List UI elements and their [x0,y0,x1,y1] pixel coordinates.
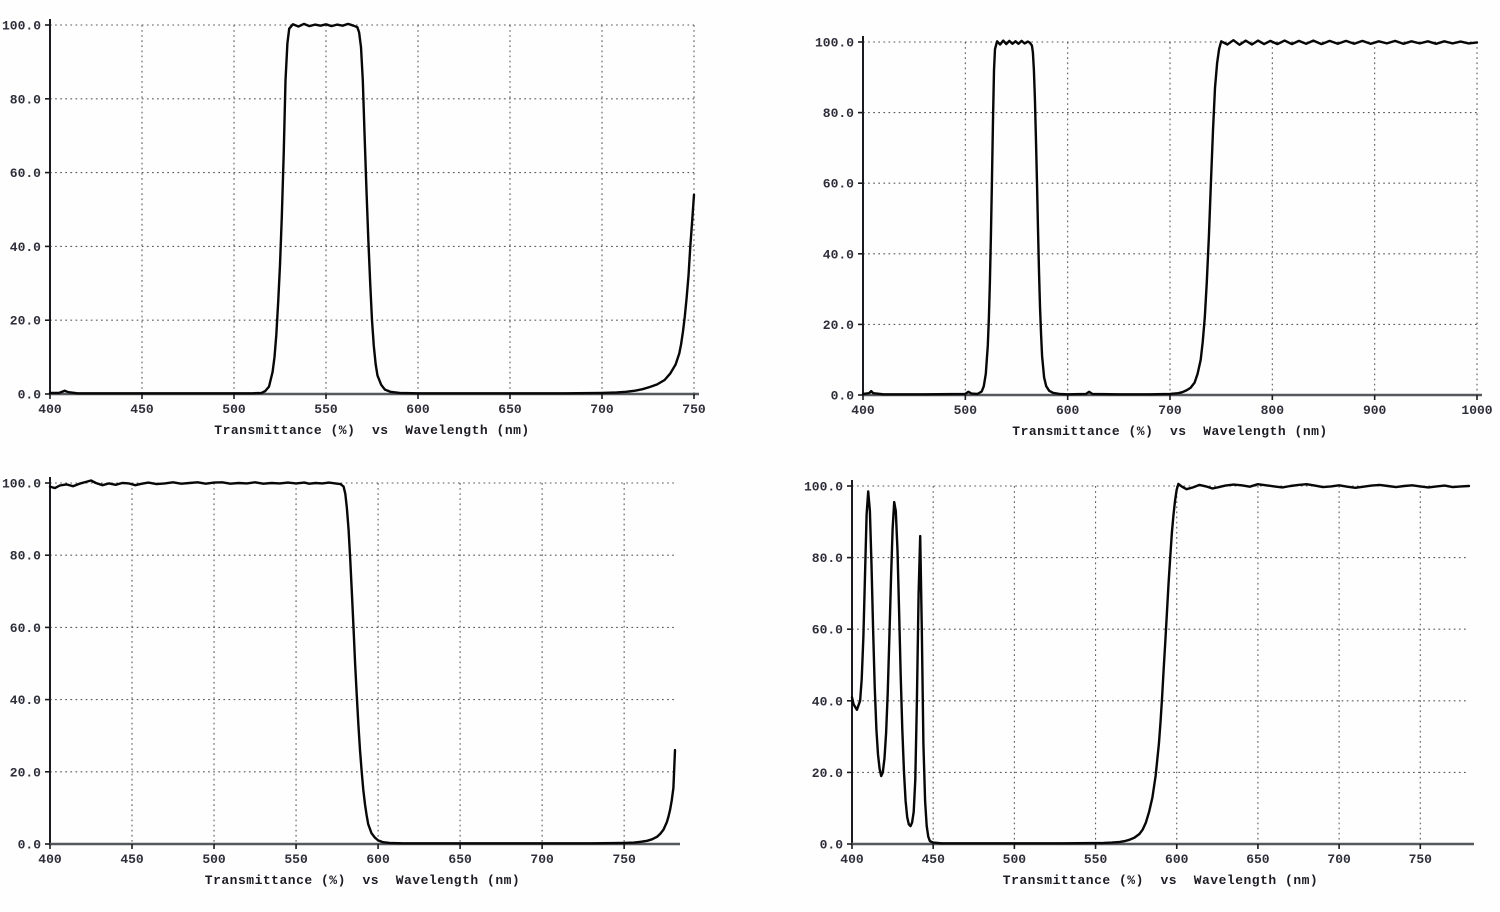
y-tick-label: 60.0 [10,166,41,181]
tick-labels: 0.0 20.0 40.0 60.0 80.0 100.0 400 450 500 550 600 6… [2,19,706,418]
gridlines [50,24,695,394]
x-tick-label: 600 [1165,852,1189,867]
y-tick-label: 60.0 [823,177,854,192]
transmittance-curve [850,482,1471,845]
y-tick-label: 60.0 [10,621,41,636]
x-tick-label: 600 [1056,403,1080,418]
tick-labels: 0.0 20.0 40.0 60.0 80.0 100.0 400 450 500 550 600 6… [2,477,636,868]
x-tick-label: 700 [1158,403,1182,418]
x-tick-label: 900 [1363,403,1387,418]
y-tick-label: 0.0 [831,389,855,404]
x-tick-label: 700 [530,852,554,867]
x-tick-label: 1000 [1461,403,1492,418]
axes [45,19,699,399]
tick-labels: 0.0 20.0 40.0 60.0 80.0 100.0 400 450 500 550 600 6… [804,480,1432,868]
transmittance-curve [861,39,1479,396]
x-tick-label: 500 [222,402,246,417]
x-tick-label: 650 [1246,852,1270,867]
y-tick-label: 20.0 [10,765,41,780]
x-tick-label: 400 [38,852,62,867]
y-tick-label: 0.0 [18,388,42,403]
x-tick-label: 450 [120,852,144,867]
transmittance-curve [48,479,677,845]
y-tick-label: 20.0 [10,314,41,329]
y-tick-label: 80.0 [823,106,854,121]
gridlines [852,485,1469,844]
x-tick-label: 500 [1003,852,1027,867]
x-tick-label: 550 [284,852,308,867]
x-tick-label: 450 [921,852,945,867]
y-tick-label: 100.0 [2,19,41,34]
x-tick-label: 550 [1084,852,1108,867]
x-tick-label: 550 [314,402,338,417]
chart-title-bottom-right: Transmittance (%) vs Wavelength (nm) [1002,873,1319,888]
chart-canvas-bottom-right: 0.0 20.0 40.0 60.0 80.0 100.0 400 450 500 550 600 6… [804,480,1474,868]
x-tick-label: 700 [1327,852,1351,867]
y-tick-label: 80.0 [812,551,843,566]
chart-canvas-top-left: 0.0 20.0 40.0 60.0 80.0 100.0 400 450 500 550 600 6… [2,19,706,418]
y-tick-label: 40.0 [10,240,41,255]
x-tick-label: 650 [498,402,522,417]
gridlines [863,41,1478,395]
x-tick-label: 600 [406,402,430,417]
y-tick-label: 100.0 [804,480,843,495]
tick-labels: 0.0 20.0 40.0 60.0 80.0 100.0 400 500 600 700 800 9… [815,36,1493,419]
y-tick-label: 100.0 [2,477,41,492]
x-tick-label: 650 [448,852,472,867]
chart-panel-top-left: 0.0 20.0 40.0 60.0 80.0 100.0 400 450 500 550 600 6… [0,0,750,456]
chart-panel-bottom-left: 0.0 20.0 40.0 60.0 80.0 100.0 400 450 500 550 600 6… [0,456,750,912]
y-tick-label: 40.0 [812,694,843,709]
y-tick-label: 0.0 [820,838,844,853]
y-tick-label: 0.0 [18,838,42,853]
x-tick-label: 400 [851,403,875,418]
x-tick-label: 700 [590,402,614,417]
x-tick-label: 750 [1409,852,1433,867]
y-tick-label: 20.0 [812,766,843,781]
chart-panel-top-right: 0.0 20.0 40.0 60.0 80.0 100.0 400 500 600 700 800 9… [750,0,1500,456]
y-tick-label: 60.0 [812,623,843,638]
x-tick-label: 500 [954,403,978,418]
x-tick-label: 450 [130,402,154,417]
y-tick-label: 100.0 [815,36,854,51]
y-tick-label: 40.0 [10,693,41,708]
x-tick-label: 750 [682,402,706,417]
chart-canvas-top-right: 0.0 20.0 40.0 60.0 80.0 100.0 400 500 600 700 800 9… [815,36,1493,419]
chart-title-bottom-left: Transmittance (%) vs Wavelength (nm) [204,873,521,888]
y-tick-label: 20.0 [823,318,854,333]
chart-canvas-bottom-left: 0.0 20.0 40.0 60.0 80.0 100.0 400 450 500 550 600 6… [2,477,680,868]
chart-title-top-right: Transmittance (%) vs Wavelength (nm) [1012,424,1328,439]
axes [847,480,1474,849]
x-tick-label: 800 [1261,403,1285,418]
x-tick-label: 500 [202,852,226,867]
y-tick-label: 40.0 [823,247,854,262]
x-tick-label: 750 [612,852,636,867]
x-tick-label: 400 [840,852,864,867]
axes [858,36,1482,400]
chart-title-top-left: Transmittance (%) vs Wavelength (nm) [214,423,530,438]
chart-panel-bottom-right: 0.0 20.0 40.0 60.0 80.0 100.0 400 450 500 550 600 6… [750,456,1500,912]
y-tick-label: 80.0 [10,549,41,564]
x-tick-label: 400 [38,402,62,417]
y-tick-label: 80.0 [10,92,41,107]
x-tick-label: 600 [366,852,390,867]
transmittance-curve [48,22,696,395]
